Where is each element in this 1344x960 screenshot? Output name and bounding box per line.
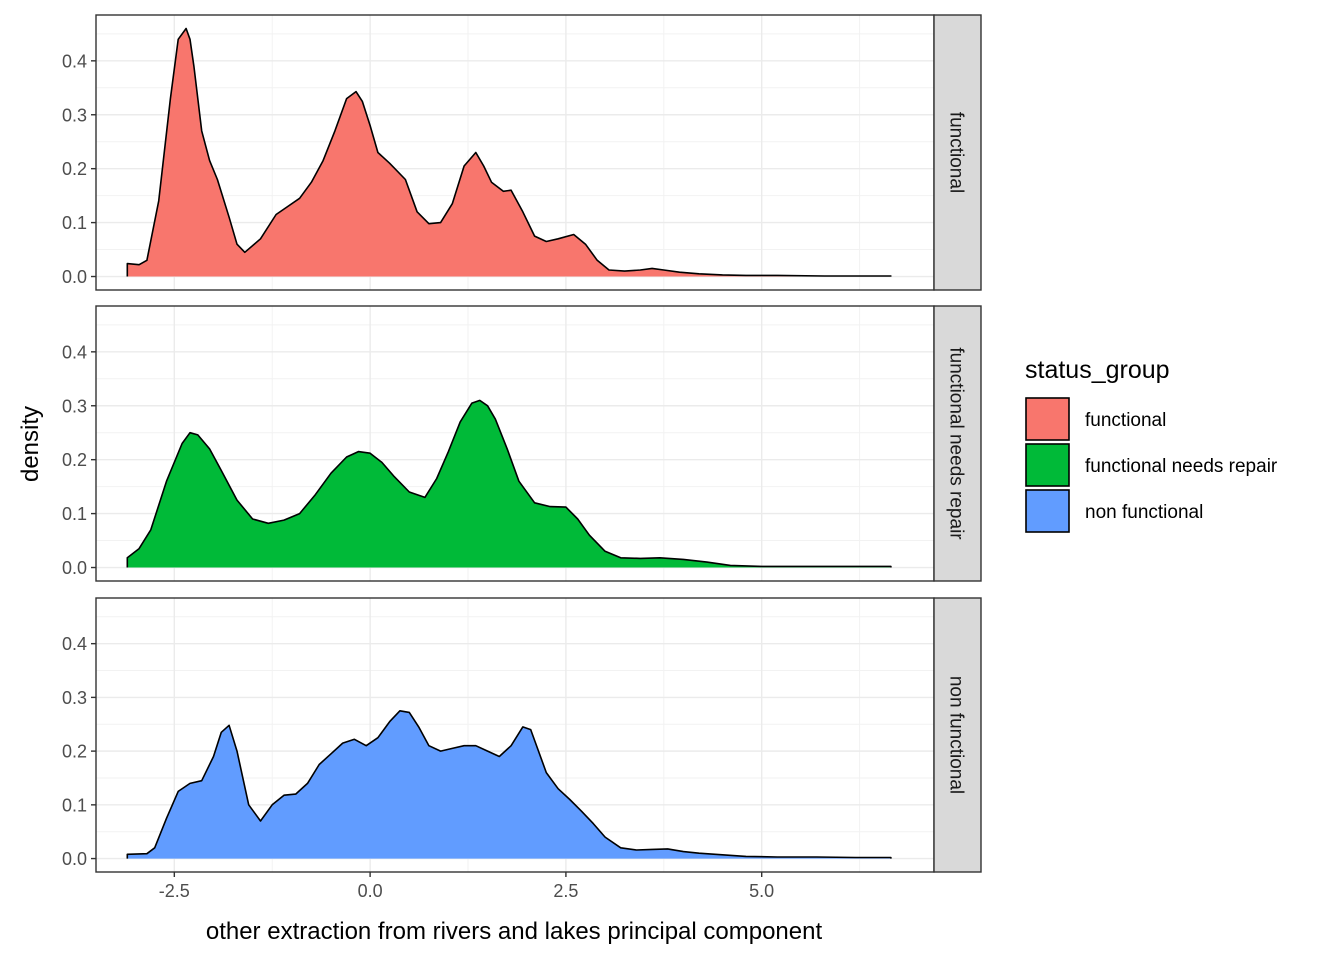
y-tick-label: 0.4 xyxy=(62,342,87,362)
legend-key xyxy=(1025,397,1070,441)
facet-strip-label: functional xyxy=(946,112,967,193)
y-tick-label: 0.0 xyxy=(62,849,87,869)
x-tick-label: 0.0 xyxy=(358,881,383,901)
facet-panels: 0.0 0.1 0.2 0.3 0.4 functional 0.0 0.1 0.2 0.3 0.4… xyxy=(62,14,982,873)
legend-label: functional xyxy=(1085,410,1166,431)
density-line-non-functional xyxy=(126,710,892,859)
y-tick-label: 0.4 xyxy=(62,51,87,71)
y-tick-label: 0.2 xyxy=(62,159,87,179)
y-tick-label: 0.3 xyxy=(62,105,87,125)
x-tick-label: 5.0 xyxy=(749,881,774,901)
y-axis-title: density xyxy=(17,406,44,482)
legend-label: functional needs repair xyxy=(1085,456,1278,477)
facet-strip-label: functional needs repair xyxy=(946,347,967,540)
y-tick-label: 0.2 xyxy=(62,742,87,762)
y-tick-label: 0.1 xyxy=(62,795,87,815)
x-axis: -2.5 0.0 2.5 5.0 xyxy=(159,872,774,901)
x-axis-title: other extraction from rivers and lakes p… xyxy=(206,918,823,945)
y-tick-label: 0.0 xyxy=(62,558,87,578)
facet-strip-functional xyxy=(933,14,982,291)
facet-panel-functional: 0.0 0.1 0.2 0.3 0.4 functional xyxy=(62,14,982,291)
y-tick-label: 0.1 xyxy=(62,213,87,233)
legend-item-functional: functional xyxy=(1025,397,1166,441)
y-tick-label: 0.3 xyxy=(62,688,87,708)
facet-strip-non-functional xyxy=(933,597,982,873)
x-tick-label: 2.5 xyxy=(553,881,578,901)
legend: status_group functional functional needs … xyxy=(1025,356,1278,533)
density-area-non-functional xyxy=(127,710,891,859)
facet-strip-functional-needs-repair xyxy=(933,305,982,582)
legend-item-functional-needs-repair: functional needs repair xyxy=(1025,443,1278,487)
y-tick-label: 0.4 xyxy=(62,634,87,654)
y-tick-label: 0.0 xyxy=(62,267,87,287)
facet-strip-label: non functional xyxy=(946,676,967,794)
legend-item-non-functional: non functional xyxy=(1025,489,1203,533)
legend-key xyxy=(1025,489,1070,533)
facet-panel-non-functional: 0.0 0.1 0.2 0.3 0.4 non functional xyxy=(62,597,982,873)
legend-key xyxy=(1025,443,1070,487)
y-tick-label: 0.3 xyxy=(62,396,87,416)
legend-label: non functional xyxy=(1085,502,1203,523)
density-line-functional xyxy=(126,27,892,277)
y-tick-label: 0.2 xyxy=(62,450,87,470)
facet-panel-functional-needs-repair: 0.0 0.1 0.2 0.3 0.4 functional needs repair xyxy=(62,305,982,582)
y-tick-label: 0.1 xyxy=(62,504,87,524)
density-line-functional-needs-repair xyxy=(126,399,892,568)
density-area-functional-needs-repair xyxy=(127,400,891,568)
density-area-functional xyxy=(127,28,891,277)
legend-title: status_group xyxy=(1025,356,1170,384)
x-tick-label: -2.5 xyxy=(159,881,190,901)
